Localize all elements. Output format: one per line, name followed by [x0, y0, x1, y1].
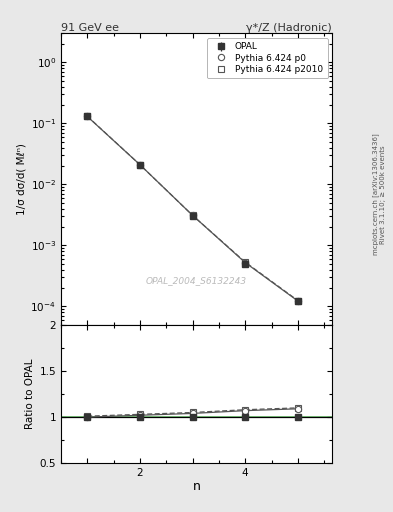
Pythia 6.424 p0 — [296, 298, 300, 304]
Pythia 6.424 p2010 — [190, 212, 195, 219]
X-axis label: n: n — [193, 480, 200, 493]
Line: Pythia 6.424 p2010: Pythia 6.424 p2010 — [84, 113, 301, 304]
Y-axis label: 1/σ dσ/d( Mℓⁿ): 1/σ dσ/d( Mℓⁿ) — [16, 143, 26, 215]
Pythia 6.424 p0 — [243, 260, 248, 266]
Pythia 6.424 p2010 — [85, 113, 90, 119]
Text: γ*/Z (Hadronic): γ*/Z (Hadronic) — [246, 23, 332, 33]
Text: mcplots.cern.ch [arXiv:1306.3436]: mcplots.cern.ch [arXiv:1306.3436] — [373, 134, 380, 255]
Pythia 6.424 p0 — [85, 113, 90, 119]
Y-axis label: Ratio to OPAL: Ratio to OPAL — [25, 359, 35, 429]
Pythia 6.424 p2010 — [296, 297, 300, 304]
Line: Pythia 6.424 p0: Pythia 6.424 p0 — [84, 113, 301, 304]
Legend: OPAL, Pythia 6.424 p0, Pythia 6.424 p2010: OPAL, Pythia 6.424 p0, Pythia 6.424 p201… — [207, 38, 328, 78]
Pythia 6.424 p0 — [138, 162, 142, 168]
Text: 91 GeV ee: 91 GeV ee — [61, 23, 119, 33]
Pythia 6.424 p0 — [190, 212, 195, 219]
Text: Rivet 3.1.10; ≥ 500k events: Rivet 3.1.10; ≥ 500k events — [380, 145, 386, 244]
Text: OPAL_2004_S6132243: OPAL_2004_S6132243 — [146, 276, 247, 285]
Pythia 6.424 p2010 — [138, 162, 142, 168]
Pythia 6.424 p2010 — [243, 259, 248, 265]
